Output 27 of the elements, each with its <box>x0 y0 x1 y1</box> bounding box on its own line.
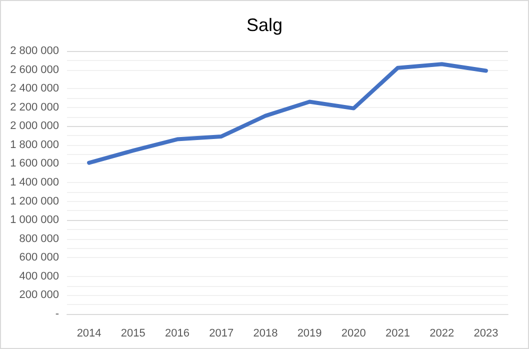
y-tick-label: 2 200 000 <box>10 101 59 114</box>
x-tick-label: 2023 <box>474 328 498 340</box>
y-tick-label: - <box>55 308 60 320</box>
x-tick-label: 2014 <box>76 328 102 340</box>
y-tick-label: 2 800 000 <box>10 45 59 57</box>
y-tick-label: 600 000 <box>19 252 59 264</box>
x-tick-label: 2020 <box>341 328 366 340</box>
y-tick-label: 1 400 000 <box>10 176 59 188</box>
x-tick-label: 2021 <box>386 328 410 340</box>
chart-title: Salg <box>246 15 283 35</box>
x-tick-label: 2022 <box>430 328 454 340</box>
x-tick-label: 2018 <box>253 328 278 340</box>
y-tick-label: 200 000 <box>19 289 59 302</box>
y-tick-label: 1 600 000 <box>10 158 59 170</box>
y-tick-label: 1 200 000 <box>10 195 59 208</box>
line-series <box>87 62 488 165</box>
y-tick-label: 1 000 000 <box>10 214 59 226</box>
y-tick-label: 1 800 000 <box>10 138 59 151</box>
y-tick-label: 800 000 <box>19 232 59 245</box>
x-tick-label: 2016 <box>165 328 190 340</box>
x-tick-label: 2015 <box>120 328 146 340</box>
y-tick-label: 400 000 <box>19 270 59 282</box>
y-tick-label: 2 400 000 <box>10 82 59 95</box>
y-tick-label: 2 000 000 <box>10 120 59 132</box>
x-tick-label: 2019 <box>297 328 322 340</box>
x-tick-label: 2017 <box>209 328 234 340</box>
y-tick-label: 2 600 000 <box>10 64 59 76</box>
